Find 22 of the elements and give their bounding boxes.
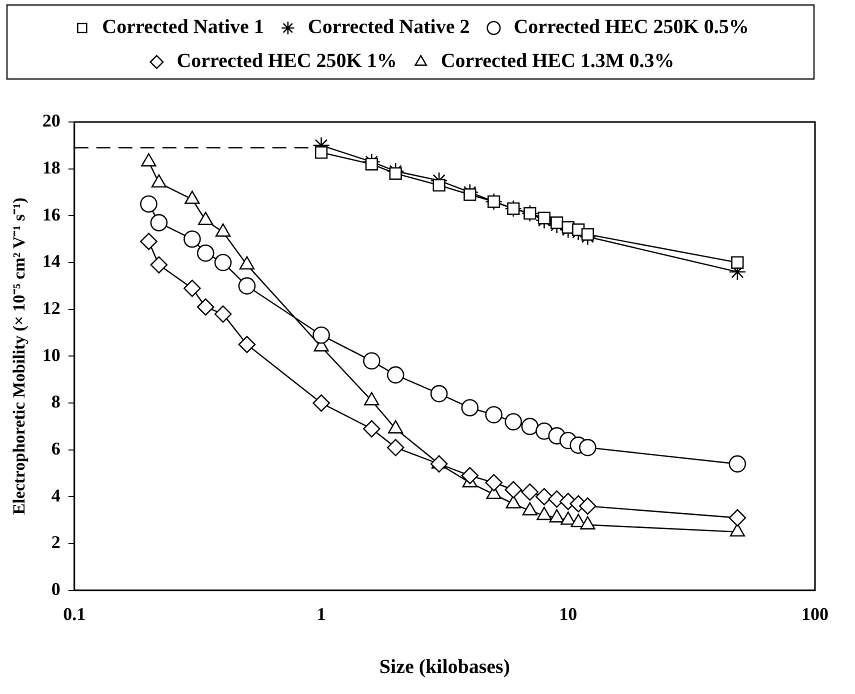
y-axis-title: Electrophoretic Mobility (× 10⁻⁵ cm² V⁻¹ s⁻¹)	[10, 198, 29, 515]
y-tick-label: 14	[42, 251, 60, 272]
legend-label: Corrected Native 1	[102, 16, 264, 38]
legend-label: Corrected HEC 250K 0.5%	[514, 16, 749, 38]
y-tick-label: 6	[51, 438, 60, 459]
y-tick-label: 10	[42, 344, 60, 365]
y-tick-label: 4	[51, 485, 60, 506]
x-tick-label: 100	[802, 604, 828, 624]
x-tick-label: 10	[559, 604, 578, 624]
y-tick-label: 8	[51, 392, 60, 412]
x-axis-title: Size (kilobases)	[379, 656, 510, 678]
x-tick-label: 0.1	[63, 604, 86, 624]
x-tick-label: 1	[316, 604, 326, 624]
legend-label: Corrected Native 2	[308, 16, 470, 38]
legend-label: Corrected HEC 250K 1%	[176, 50, 397, 72]
legend-label: Corrected HEC 1.3M 0.3%	[440, 50, 674, 72]
y-tick-label: 18	[42, 157, 60, 178]
y-tick-label: 0	[51, 579, 60, 600]
y-tick-label: 16	[42, 204, 60, 224]
y-tick-label: 12	[42, 298, 60, 318]
y-tick-label: 2	[51, 532, 60, 552]
y-tick-label: 20	[42, 110, 60, 131]
